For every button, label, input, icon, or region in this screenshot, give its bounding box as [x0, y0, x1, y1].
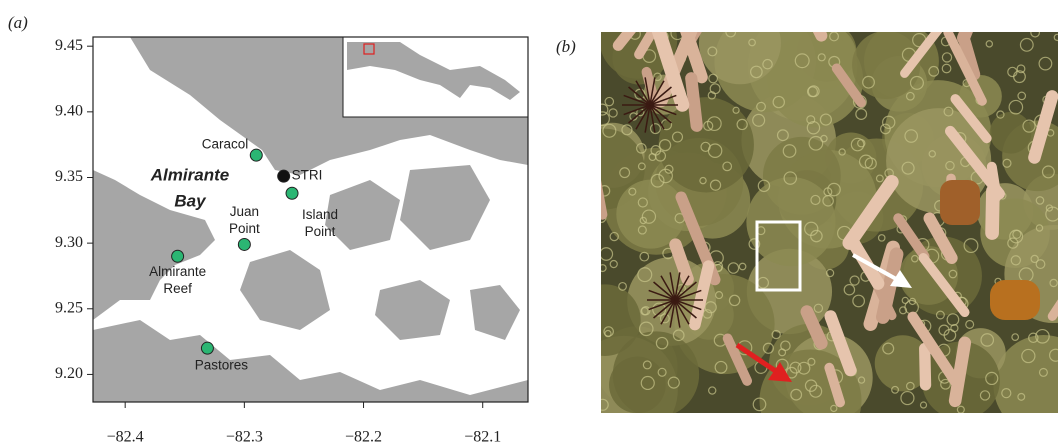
site-label: Reef	[163, 281, 192, 296]
x-tick-label: −82.4	[107, 429, 144, 444]
site-label: Caracol	[202, 137, 249, 152]
bay-label: Almirante	[150, 165, 229, 184]
site-label: STRI	[292, 168, 323, 183]
coral-colony	[616, 180, 685, 249]
coral-branch	[925, 349, 926, 385]
y-tick-label: 9.40	[55, 103, 83, 120]
sponge	[990, 280, 1040, 320]
bay-label: Bay	[174, 191, 207, 210]
site-label: Almirante	[149, 264, 206, 279]
site-label: Pastores	[195, 358, 249, 373]
y-tick-label: 9.20	[55, 365, 83, 382]
site-marker	[278, 170, 290, 182]
coral-branch	[591, 151, 603, 215]
site-marker	[172, 250, 184, 262]
site-marker	[250, 149, 262, 161]
photo	[564, 0, 1058, 444]
site-label: Point	[305, 224, 336, 239]
y-tick-label: 9.30	[55, 234, 83, 251]
coral-branch	[992, 167, 997, 197]
sponge	[940, 180, 980, 225]
coral-branch	[786, 0, 822, 36]
panel-label: (b)	[556, 37, 576, 56]
panel-label: (a)	[8, 13, 28, 32]
y-tick-label: 9.35	[55, 168, 83, 185]
x-tick-label: −82.3	[226, 429, 263, 444]
site-marker	[286, 187, 298, 199]
site-marker	[201, 342, 213, 354]
y-tick-label: 9.25	[55, 299, 83, 316]
figure: (a) (b) −82.4 −82.3 −82.2 −82.1 9.20 9.25 9.30…	[0, 0, 1058, 444]
y-tick-label: 9.45	[55, 37, 83, 54]
site-label: Island	[302, 207, 338, 222]
site-marker	[238, 238, 250, 250]
coral-colony	[699, 2, 781, 84]
site-label: Point	[229, 221, 260, 236]
site-label: Juan	[230, 204, 259, 219]
x-tick-label: −82.2	[345, 429, 382, 444]
coral-branch	[691, 78, 696, 126]
x-tick-label: −82.1	[464, 429, 501, 444]
coral-colony	[990, 112, 1032, 154]
